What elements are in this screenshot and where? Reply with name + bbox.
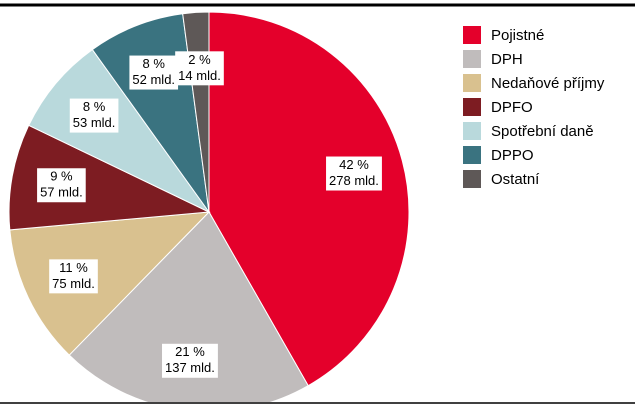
percent-label: 21 % bbox=[175, 344, 205, 359]
data-label: 2 %14 mld. bbox=[175, 51, 224, 86]
legend-label: DPFO bbox=[491, 99, 533, 116]
legend-label: Nedaňové příjmy bbox=[491, 75, 605, 92]
amount-label: 53 mld. bbox=[73, 115, 116, 130]
percent-label: 8 % bbox=[143, 56, 166, 71]
amount-label: 75 mld. bbox=[52, 276, 95, 291]
legend-swatch bbox=[463, 26, 481, 44]
legend-swatch bbox=[463, 98, 481, 116]
legend-label: Pojistné bbox=[491, 27, 544, 44]
percent-label: 42 % bbox=[339, 157, 369, 172]
legend-label: DPPO bbox=[491, 147, 534, 164]
slice bbox=[8, 124, 211, 231]
legend-swatch bbox=[463, 170, 481, 188]
label-box bbox=[175, 51, 224, 86]
percent-label: 8 % bbox=[83, 99, 106, 114]
slice bbox=[9, 211, 211, 356]
amount-label: 52 mld. bbox=[132, 72, 175, 87]
legend-swatch bbox=[463, 122, 481, 140]
pie bbox=[8, 11, 410, 411]
slice bbox=[208, 11, 410, 387]
legend-swatch bbox=[463, 74, 481, 92]
data-label: 21 %137 mld. bbox=[162, 343, 218, 378]
percent-label: 9 % bbox=[50, 169, 73, 184]
legend: Pojistné DPH Nedaňové příjmy DPFO Spotřební … bbox=[463, 26, 605, 188]
legend-label: Ostatní bbox=[491, 171, 540, 188]
bottom-mask bbox=[0, 402, 635, 406]
slice bbox=[28, 48, 210, 213]
labels: 42 %278 mld. 21 %137 mld. 11 %75 mld. 9 %57… bbox=[37, 51, 382, 378]
label-box bbox=[162, 343, 218, 378]
data-label: 42 %278 mld. bbox=[326, 156, 382, 191]
label-box bbox=[326, 156, 382, 191]
data-label: 9 %57 mld. bbox=[37, 168, 86, 203]
amount-label: 137 mld. bbox=[165, 360, 215, 375]
data-label: 8 %53 mld. bbox=[69, 98, 119, 133]
data-label: 8 %52 mld. bbox=[129, 55, 179, 90]
legend-label: Spotřební daně bbox=[491, 123, 594, 140]
label-box bbox=[37, 168, 86, 203]
amount-label: 14 mld. bbox=[178, 68, 221, 83]
label-box bbox=[129, 55, 179, 90]
legend-swatch bbox=[463, 50, 481, 68]
label-box bbox=[49, 259, 98, 294]
data-label: 11 %75 mld. bbox=[49, 259, 98, 294]
amount-label: 57 mld. bbox=[40, 185, 83, 200]
amount-label: 278 mld. bbox=[329, 173, 379, 188]
percent-label: 2 % bbox=[188, 52, 211, 67]
legend-label: DPH bbox=[491, 51, 523, 68]
legend-swatch bbox=[463, 146, 481, 164]
percent-label: 11 % bbox=[59, 260, 88, 275]
label-box bbox=[69, 98, 119, 133]
